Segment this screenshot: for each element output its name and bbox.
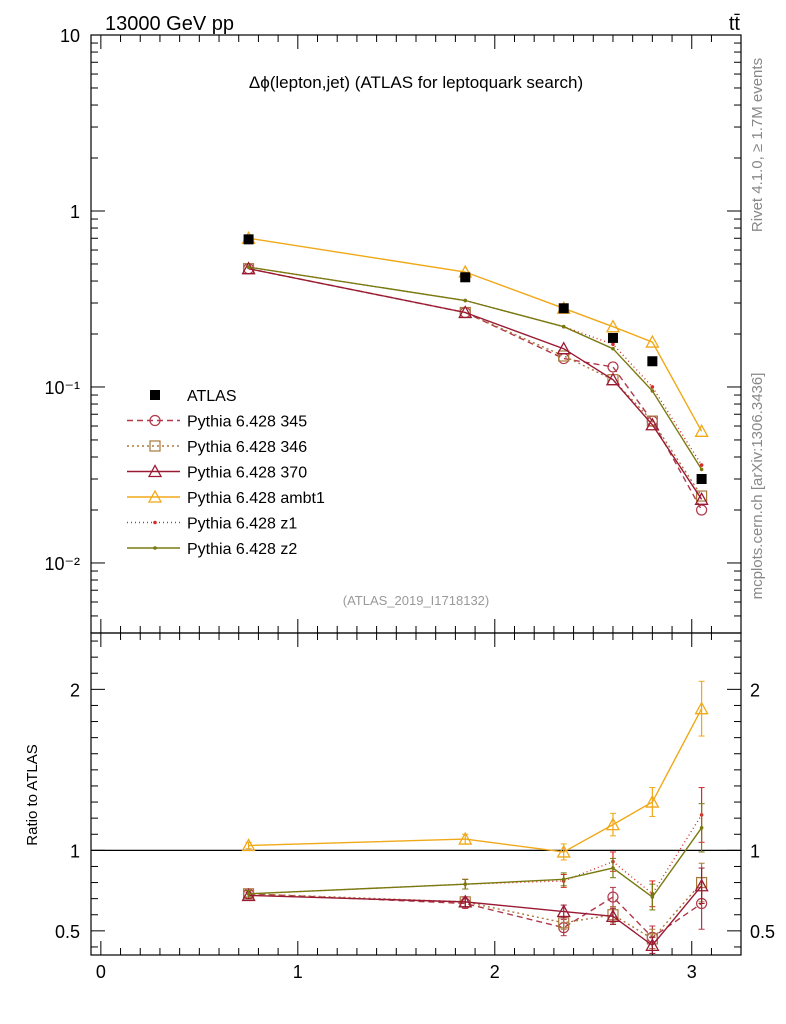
y-tick-label: 1 (70, 202, 80, 222)
ratio-frame (90, 632, 742, 956)
data-point (647, 356, 658, 367)
marker-triangle (458, 305, 473, 319)
marker-triangle (556, 341, 571, 355)
marker-triangle (147, 464, 163, 478)
marker-triangle (645, 937, 660, 951)
marker-dot (463, 298, 468, 303)
marker-dot (650, 389, 655, 393)
marker-triangle (556, 904, 571, 918)
legend-label: Pythia 6.428 345 (187, 414, 307, 431)
marker-dot (561, 324, 566, 329)
data-point (696, 473, 707, 484)
marker-dot (463, 882, 468, 886)
ratio-line (248, 827, 703, 899)
marker-dot (246, 892, 251, 896)
marker-triangle (147, 489, 163, 503)
marker-dot (650, 385, 655, 389)
marker-dot (561, 877, 566, 882)
marker-dot (699, 467, 704, 472)
data-point (243, 234, 254, 245)
legend-label: Pythia 6.428 ambt1 (187, 490, 325, 507)
marker-dot (611, 342, 615, 347)
marker-triangle (605, 319, 621, 333)
marker-dot (611, 346, 615, 351)
marker-circle (607, 891, 619, 903)
marker-triangle (645, 417, 660, 431)
marker-triangle (458, 831, 473, 845)
ratio-line (248, 885, 703, 947)
marker-dot (699, 826, 704, 830)
legend-label: Pythia 6.428 370 (187, 465, 307, 482)
legend-marker-data (150, 390, 160, 400)
ratio-tick-label-left: 1 (70, 841, 80, 861)
marker-triangle (645, 334, 660, 348)
marker-triangle (694, 701, 709, 715)
series-line (248, 266, 703, 466)
marker-circle (149, 414, 161, 427)
marker-dot (246, 265, 251, 269)
legend-label: ATLAS (187, 388, 237, 405)
marker-square (696, 490, 708, 502)
marker-dot (153, 546, 157, 550)
marker-triangle (241, 888, 256, 902)
analysis-id: (ATLAS_2019_I1718132) (343, 593, 489, 608)
marker-triangle (458, 894, 473, 908)
marker-dot (650, 895, 655, 899)
x-tick-label: 2 (490, 962, 500, 982)
ratio-tick-label-right: 2 (750, 680, 760, 700)
series-line (248, 268, 703, 500)
rivet-label: Rivet 4.1.0, ≥ 1.7M events (749, 58, 766, 232)
ratio-tick-label-right: 1 (750, 841, 760, 861)
x-tick-label: 0 (96, 962, 106, 982)
marker-triangle (645, 794, 660, 808)
legend-label: Pythia 6.428 z1 (187, 516, 297, 533)
legend: ATLAS Pythia 6.428 345 Pythia 6.428 346 Pyt… (127, 388, 325, 558)
marker-triangle (605, 909, 621, 923)
marker-dot (611, 866, 615, 870)
series-line (248, 268, 703, 511)
data-point (607, 332, 618, 343)
marker-circle (607, 361, 619, 373)
ratio-ylabel: Ratio to ATLAS (24, 744, 41, 845)
marker-dot (153, 520, 157, 525)
main-panel: 10 1 10⁻¹ 10⁻² (44, 26, 742, 955)
legend-label: Pythia 6.428 346 (187, 439, 307, 456)
y-tick-label: 10⁻¹ (44, 378, 80, 398)
legend-label: Pythia 6.428 z2 (187, 541, 297, 558)
marker-dot (699, 463, 704, 467)
marker-square (149, 440, 161, 452)
series-line (248, 268, 703, 497)
series-line (248, 266, 703, 470)
header-left: 13000 GeV pp (105, 13, 234, 35)
ratio-line (248, 708, 703, 853)
ratio-line (248, 893, 703, 939)
ratio-tick-label-left: 0.5 (55, 922, 80, 942)
series-line (248, 237, 703, 432)
y-tick-label: 10 (60, 26, 80, 46)
ratio-panel: 0 1 2 3 0.5 0.5 1 1 2 2 (55, 632, 775, 982)
marker-triangle (241, 838, 256, 852)
marker-triangle (556, 844, 571, 858)
x-tick-label: 1 (293, 962, 303, 982)
marker-square (558, 350, 570, 362)
ratio-tick-label-right: 0.5 (750, 922, 775, 942)
marker-circle (696, 504, 708, 516)
mcplots-label: mcplots.cern.ch [arXiv:1306.3436] (749, 373, 766, 600)
marker-triangle (694, 491, 709, 505)
marker-triangle (605, 817, 621, 831)
header-right: tt̄ (729, 13, 741, 35)
data-point (460, 272, 471, 283)
x-tick-label: 3 (687, 962, 697, 982)
ratio-line (248, 814, 703, 895)
marker-triangle (605, 372, 621, 386)
chart-title: Δϕ(lepton,jet) (ATLAS for leptoquark sea… (249, 73, 583, 92)
marker-triangle (694, 423, 709, 437)
marker-square (646, 415, 658, 427)
data-point (558, 303, 569, 314)
ratio-tick-label-left: 2 (70, 680, 80, 700)
y-tick-label: 10⁻² (44, 554, 80, 574)
marker-triangle (694, 878, 709, 892)
